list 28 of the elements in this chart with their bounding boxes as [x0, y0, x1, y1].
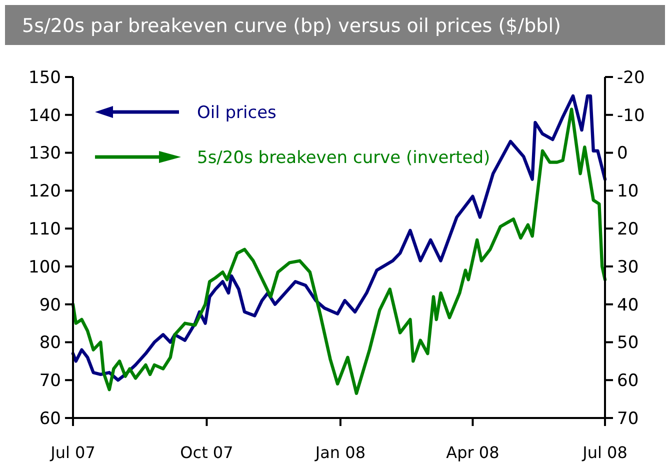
x-tick-label: Jan 08: [314, 443, 366, 462]
chart-title: 5s/20s par breakeven curve (bp) versus oil prices ($/bbl): [22, 15, 561, 37]
y2-tick-label: 20: [617, 220, 639, 240]
y2-tick-label: 60: [617, 371, 639, 392]
x-tick-label: Jul 08: [582, 443, 628, 462]
y2-tick-label: 70: [617, 408, 639, 429]
y-tick-label: 70: [39, 371, 61, 392]
y2-tick-label: 50: [617, 333, 639, 354]
y2-tick-label: 40: [617, 295, 639, 316]
x-tick-label: Oct 07: [180, 443, 234, 462]
y-tick-label: 130: [28, 144, 61, 164]
y-tick-label: 110: [28, 220, 61, 240]
x-tick-label: Jul 07: [50, 443, 96, 462]
y-tick-label: 120: [28, 182, 61, 202]
legend-label: Oil prices: [197, 102, 277, 123]
y-tick-label: 140: [28, 106, 61, 126]
y-tick-label: 150: [28, 68, 61, 88]
y2-tick-label: 10: [617, 182, 639, 202]
y-tick-label: 90: [39, 295, 61, 316]
y2-tick-label: 0: [617, 144, 628, 164]
x-tick-label: Apr 08: [446, 443, 500, 462]
y-tick-label: 60: [39, 408, 61, 429]
y-tick-label: 100: [28, 257, 61, 278]
y2-tick-label: -20: [617, 68, 645, 88]
y2-tick-label: 30: [617, 257, 639, 278]
y-tick-label: 80: [39, 333, 61, 354]
y2-tick-label: -10: [617, 106, 645, 126]
legend-label: 5s/20s breakeven curve (inverted): [197, 148, 490, 168]
